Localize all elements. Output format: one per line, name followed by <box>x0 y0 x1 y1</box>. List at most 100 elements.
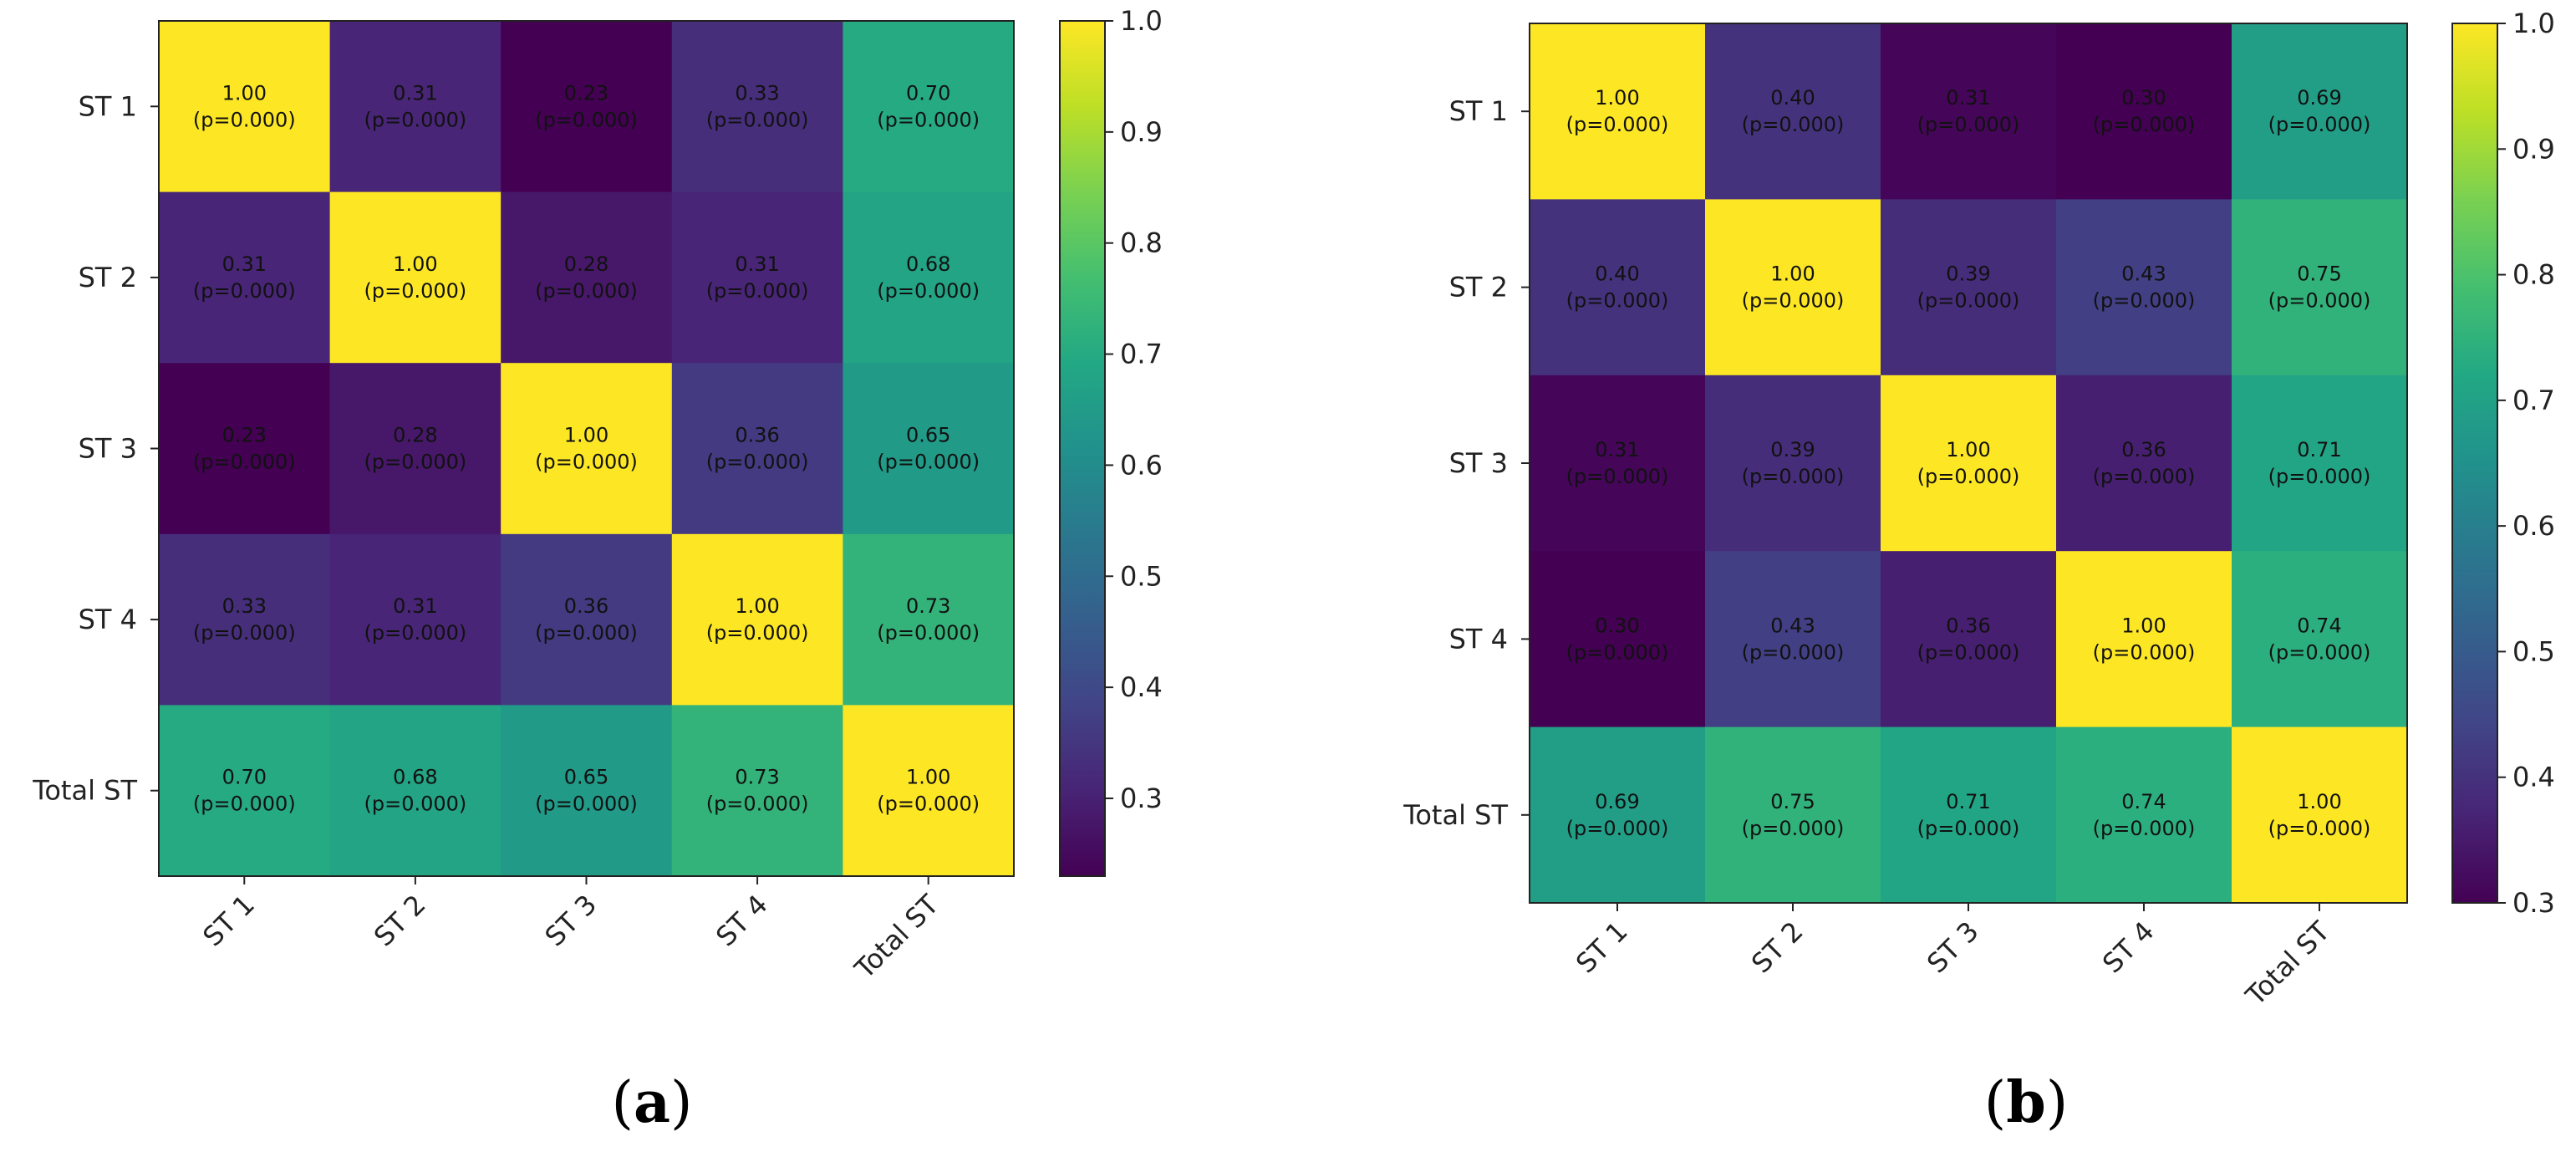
heatmap-a-y-tick-label: ST 2 <box>79 262 137 293</box>
heatmap-a-cell-p-value: (p=0.000) <box>364 621 467 645</box>
colorbar-b-tick-label: 0.9 <box>2512 133 2555 165</box>
heatmap-b-cell-p-value: (p=0.000) <box>1742 640 1845 664</box>
heatmap-a-y-tick-label: ST 3 <box>79 433 137 465</box>
heatmap-b-cell-value: 0.36 <box>2121 438 2166 461</box>
heatmap-b-cell-value: 1.00 <box>2121 614 2166 637</box>
heatmap-panel-b: 1.00 (p=0.000) 0.40 (p=0.000) 0.31 (p=0.000) 0… <box>1403 8 2555 1012</box>
caption-a: (a) <box>611 1069 692 1136</box>
heatmap-a-cell-r1-c3 <box>501 21 673 193</box>
heatmap-a-cell-r2-c3 <box>501 191 673 364</box>
heatmap-a-cell-r5-c3 <box>501 705 673 877</box>
heatmap-b-cell-r4-c1 <box>1530 551 1706 728</box>
heatmap-b-cell-value: 0.40 <box>1595 263 1639 286</box>
heatmap-a-cell-value: 0.28 <box>564 252 608 276</box>
heatmap-b-cell-p-value: (p=0.000) <box>1917 817 2020 840</box>
heatmap-b-x-tick-label: Total ST <box>2239 915 2336 1012</box>
colorbar-b <box>2451 23 2498 904</box>
heatmap-b-cell-r5-c1 <box>1530 726 1706 904</box>
heatmap-b-cell-p-value: (p=0.000) <box>2268 113 2371 136</box>
heatmap-b-cell-p-value: (p=0.000) <box>1917 640 2020 664</box>
heatmap-a-cell-p-value: (p=0.000) <box>706 108 809 131</box>
heatmap-b-cell-value: 0.75 <box>2297 263 2341 286</box>
heatmap-b-cell-value: 0.36 <box>1946 614 1990 637</box>
heatmap-b-cell-r1-c4 <box>2056 23 2232 200</box>
heatmap-a-cell-r2-c1 <box>159 191 331 364</box>
heatmap-a-cell-p-value: (p=0.000) <box>535 108 638 131</box>
heatmap-b-cell-r2-c5 <box>2232 199 2408 376</box>
heatmap-a-cell-value: 0.73 <box>906 594 950 618</box>
heatmap-a-cell-value: 0.70 <box>906 81 950 104</box>
heatmap-a-cell-value: 0.73 <box>735 766 779 789</box>
heatmap-panel-a: 1.00 (p=0.000) 0.31 (p=0.000) 0.23 (p=0.000) 0… <box>32 5 1163 986</box>
heatmap-a-cell-p-value: (p=0.000) <box>364 451 467 474</box>
heatmap-b-cell-r5-c3 <box>1881 726 2057 904</box>
heatmap-a-cell-p-value: (p=0.000) <box>877 793 980 816</box>
heatmap-b-cell-p-value: (p=0.000) <box>1566 817 1669 840</box>
heatmap-b-y-tick-label: ST 2 <box>1449 272 1508 303</box>
heatmap-b-cell-p-value: (p=0.000) <box>2093 817 2196 840</box>
heatmap-b-cell-p-value: (p=0.000) <box>1917 113 2020 136</box>
heatmap-b-cell-value: 0.71 <box>2297 438 2341 461</box>
heatmap-b-cell-p-value: (p=0.000) <box>2268 817 2371 840</box>
colorbar-b-tick-label: 1.0 <box>2512 8 2555 39</box>
heatmap-a-cell-value: 0.68 <box>393 766 437 789</box>
heatmap-b-y-tick-label: ST 1 <box>1449 95 1508 127</box>
heatmap-a-cell-value: 0.33 <box>222 594 267 618</box>
heatmap-a-cell-value: 0.65 <box>564 766 608 789</box>
heatmap-a-cell-value: 0.31 <box>222 252 267 276</box>
heatmap-a-cell-value: 0.36 <box>564 594 608 618</box>
heatmap-b-cell-value: 1.00 <box>2297 790 2341 813</box>
colorbar-a-tick-label: 0.3 <box>1120 782 1163 814</box>
heatmap-b-cell-value: 0.39 <box>1946 263 1990 286</box>
heatmap-a-cell-r4-c5 <box>843 533 1015 706</box>
heatmap-b-x-tick-label: ST 1 <box>1570 915 1634 980</box>
heatmap-a-cell-p-value: (p=0.000) <box>193 793 296 816</box>
heatmap-a-cell-value: 0.31 <box>393 81 437 104</box>
heatmap-a-x-tick-label: ST 2 <box>368 889 432 953</box>
colorbar-b-tick-label: 0.5 <box>2512 635 2555 667</box>
heatmap-b-cell-p-value: (p=0.000) <box>1917 289 2020 313</box>
heatmap-b-y-tick-label: Total ST <box>1403 799 1508 831</box>
heatmap-a-cell-r3-c3 <box>501 363 673 535</box>
heatmap-b-cell-r3-c3 <box>1881 375 2057 552</box>
heatmap-a-cell-r3-c2 <box>329 363 501 535</box>
heatmap-b-cell-p-value: (p=0.000) <box>2268 289 2371 313</box>
colorbar-a-tick-label: 0.5 <box>1120 560 1163 592</box>
heatmap-a-cell-value: 0.68 <box>906 252 950 276</box>
heatmap-b-cell-value: 0.71 <box>1946 790 1990 813</box>
heatmap-a-cell-r4-c4 <box>671 533 843 706</box>
heatmap-a-x-tick-label: ST 3 <box>539 889 603 953</box>
colorbar-b-tick-label: 0.4 <box>2512 762 2555 793</box>
heatmap-a-cell-p-value: (p=0.000) <box>706 279 809 303</box>
heatmap-a-y-tick-label: Total ST <box>32 775 137 807</box>
colorbar-b-tick-label: 0.3 <box>2512 887 2555 919</box>
heatmap-a-y-tick-label: ST 1 <box>79 90 137 122</box>
heatmap-b-cell-p-value: (p=0.000) <box>2093 465 2196 488</box>
heatmap-a-cell-r3-c5 <box>843 363 1015 535</box>
heatmap-a-cell-r4-c2 <box>329 533 501 706</box>
heatmap-b-x-tick-label: ST 4 <box>2096 915 2161 980</box>
heatmap-b-cell-r2-c3 <box>1881 199 2057 376</box>
colorbar-a-tick-label: 0.9 <box>1120 116 1163 148</box>
heatmap-b-cell-p-value: (p=0.000) <box>1566 113 1669 136</box>
heatmap-a-cell-value: 1.00 <box>393 252 437 276</box>
caption-b: (b) <box>1984 1069 2069 1136</box>
heatmap-a-cell-p-value: (p=0.000) <box>364 108 467 131</box>
heatmap-b-cell-p-value: (p=0.000) <box>1742 817 1845 840</box>
heatmap-b-cell-p-value: (p=0.000) <box>2268 465 2371 488</box>
heatmap-b-cell-r1-c1 <box>1530 23 1706 200</box>
heatmap-a-cell-p-value: (p=0.000) <box>706 451 809 474</box>
heatmap-a-cell-value: 1.00 <box>564 424 608 447</box>
heatmap-b-cell-value: 0.69 <box>1595 790 1639 813</box>
heatmap-a-cell-value: 0.23 <box>564 81 608 104</box>
heatmap-a-cell-r5-c4 <box>671 705 843 877</box>
heatmap-a-cell-p-value: (p=0.000) <box>535 279 638 303</box>
heatmap-a-cell-r3-c4 <box>671 363 843 535</box>
heatmap-a-cell-p-value: (p=0.000) <box>535 793 638 816</box>
heatmap-b-cell-value: 0.75 <box>1770 790 1815 813</box>
colorbar-b-tick-label: 0.8 <box>2512 259 2555 291</box>
heatmap-b-cell-r4-c4 <box>2056 551 2232 728</box>
heatmap-a-cell-p-value: (p=0.000) <box>193 451 296 474</box>
heatmap-b-cell-r4-c3 <box>1881 551 2057 728</box>
heatmap-a-cell-r1-c2 <box>329 21 501 193</box>
